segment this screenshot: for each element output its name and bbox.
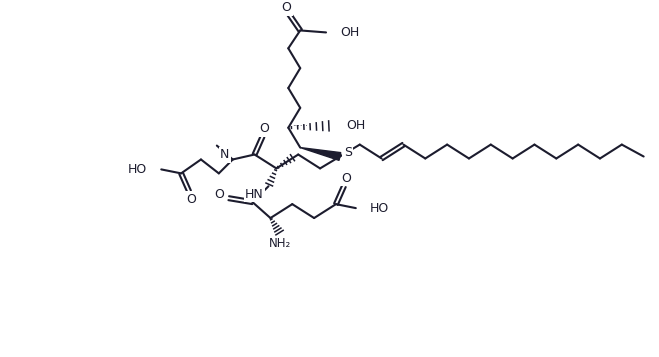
Text: S: S	[344, 146, 352, 159]
Text: ......: ......	[293, 119, 308, 128]
Text: O: O	[214, 188, 224, 201]
Text: O: O	[260, 122, 270, 135]
Text: O: O	[281, 1, 291, 14]
Polygon shape	[301, 147, 341, 160]
Text: OH: OH	[340, 26, 359, 39]
Text: N: N	[220, 148, 229, 161]
Text: HO: HO	[128, 163, 148, 176]
Text: OH: OH	[346, 119, 365, 132]
Text: O: O	[341, 172, 351, 185]
Text: HO: HO	[370, 202, 389, 215]
Text: NH₂: NH₂	[270, 237, 291, 250]
Text: O: O	[186, 193, 196, 206]
Text: HN: HN	[245, 188, 264, 201]
